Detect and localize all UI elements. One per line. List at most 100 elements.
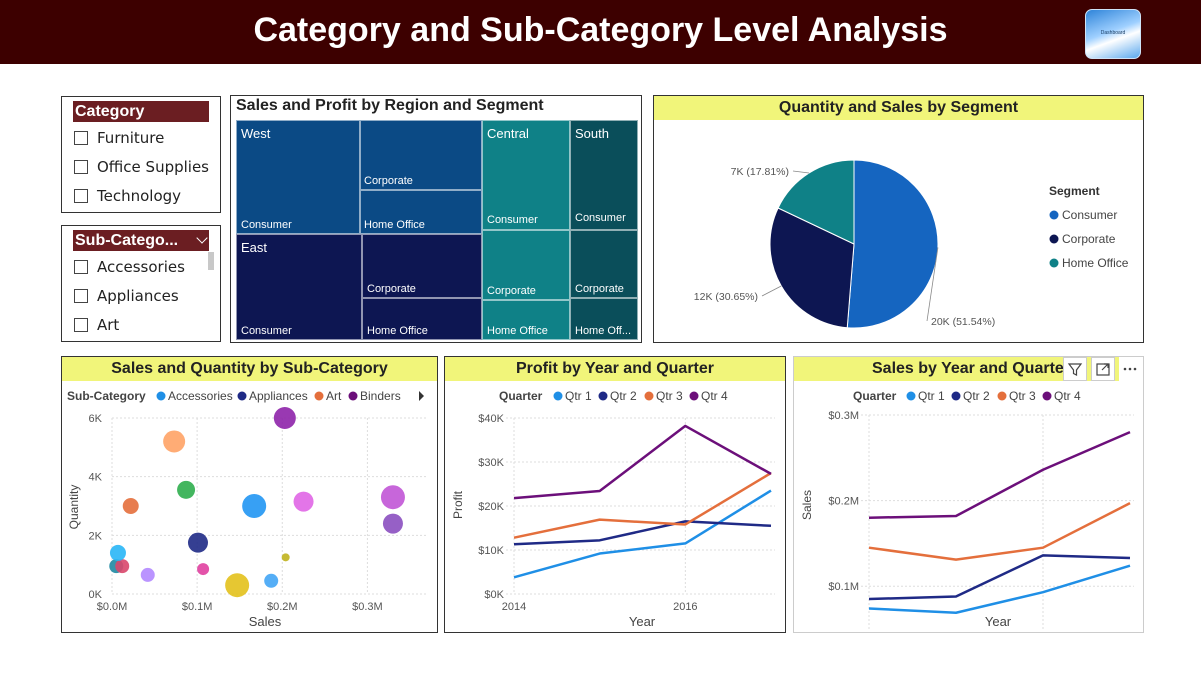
series-line-qtr-1[interactable] xyxy=(513,489,772,579)
checkbox[interactable] xyxy=(74,318,88,332)
scatter-point[interactable] xyxy=(264,573,279,588)
sales-legend-item[interactable]: Qtr 4 xyxy=(1054,389,1081,403)
pie-data-label: 20K (51.54%) xyxy=(931,316,995,328)
checkbox[interactable] xyxy=(74,189,88,203)
scatter-point[interactable] xyxy=(197,563,210,576)
treemap-cell-central-home-office[interactable]: Home Office xyxy=(482,300,570,340)
scatter-point[interactable] xyxy=(109,544,126,561)
series-line-qtr-4[interactable] xyxy=(513,424,772,500)
treemap-cell-east-home-office[interactable]: Home Office xyxy=(362,298,482,340)
sales-legend-item[interactable]: Qtr 3 xyxy=(1009,389,1036,403)
scatter-legend-item[interactable]: Accessories xyxy=(168,389,233,403)
legend-next-icon[interactable] xyxy=(419,391,424,401)
treemap-cell-central-consumer[interactable]: Central Consumer xyxy=(482,120,570,230)
scatter-chart[interactable]: Sub-Category Accessories Appliances Art … xyxy=(62,381,437,632)
series-line-qtr-1[interactable] xyxy=(868,564,1131,614)
sales-legend-title: Quarter xyxy=(853,389,897,403)
scatter-legend-item[interactable]: Art xyxy=(326,389,342,403)
category-item-label: Office Supplies xyxy=(97,158,210,176)
profit-legend-item[interactable]: Qtr 1 xyxy=(565,389,592,403)
scrollbar[interactable] xyxy=(208,252,214,270)
scatter-legend-item[interactable]: Appliances xyxy=(249,389,308,403)
scatter-point[interactable] xyxy=(225,573,250,598)
category-item-label: Technology xyxy=(97,187,182,205)
checkbox[interactable] xyxy=(74,260,88,274)
treemap-segment-label: Corporate xyxy=(364,175,413,187)
treemap-cell-west-consumer[interactable]: West Consumer xyxy=(236,120,360,234)
pie-legend-item[interactable]: Home Office xyxy=(1062,256,1129,270)
scatter-point[interactable] xyxy=(380,485,405,510)
subcategory-item-accessories[interactable]: Accessories xyxy=(74,258,185,280)
subcategory-item-art[interactable]: Art xyxy=(74,316,119,338)
treemap-segment-label: Corporate xyxy=(575,283,624,295)
y-tick-label: $0.1M xyxy=(828,581,859,593)
scatter-point[interactable] xyxy=(140,567,155,582)
pie-slice-home-office[interactable] xyxy=(777,159,855,245)
scatter-point[interactable] xyxy=(382,513,403,534)
treemap-panel: Sales and Profit by Region and Segment W… xyxy=(230,95,642,343)
series-line-qtr-3[interactable] xyxy=(513,471,772,539)
pie-legend-item[interactable]: Corporate xyxy=(1062,232,1116,246)
pie-legend-item[interactable]: Consumer xyxy=(1062,208,1117,222)
treemap-segment-label: Home Office xyxy=(487,325,548,337)
series-line-qtr-2[interactable] xyxy=(513,520,772,546)
legend-marker xyxy=(997,391,1007,401)
scatter-legend-item[interactable]: Binders xyxy=(360,389,401,403)
profit-legend-item[interactable]: Qtr 2 xyxy=(610,389,637,403)
sales-legend-item[interactable]: Qtr 1 xyxy=(918,389,945,403)
scatter-point[interactable] xyxy=(122,498,139,514)
treemap-cell-south-consumer[interactable]: South Consumer xyxy=(570,120,638,230)
y-tick-label: 0K xyxy=(89,589,103,601)
legend-marker xyxy=(951,391,961,401)
treemap-cell-central-corporate[interactable]: Corporate xyxy=(482,230,570,300)
series-line-qtr-3[interactable] xyxy=(868,502,1131,561)
treemap-cell-west-home-office[interactable]: Home Office xyxy=(360,190,482,234)
subcategory-item-appliances[interactable]: Appliances xyxy=(74,287,179,309)
treemap-cell-west-corporate[interactable]: Corporate xyxy=(360,120,482,190)
scatter-point[interactable] xyxy=(187,532,208,553)
profit-legend-item[interactable]: Qtr 3 xyxy=(656,389,683,403)
treemap-cell-east-consumer[interactable]: East Consumer xyxy=(236,234,362,340)
sales-line-chart[interactable]: Quarter Qtr 1 Qtr 2 Qtr 3 Qtr 4 $0.1M $0.… xyxy=(794,381,1143,632)
scatter-point[interactable] xyxy=(281,553,290,562)
logo-text: Dashboard xyxy=(1100,30,1126,36)
scatter-point[interactable] xyxy=(163,430,186,453)
pie-chart[interactable]: 20K (51.54%) 12K (30.65%) 7K (17.81%) Segm… xyxy=(654,120,1143,342)
legend-marker xyxy=(1042,391,1052,401)
category-item-office-supplies[interactable]: Office Supplies xyxy=(74,158,209,180)
profit-legend-title: Quarter xyxy=(499,389,543,403)
checkbox[interactable] xyxy=(74,131,88,145)
scatter-point[interactable] xyxy=(115,559,130,574)
series-line-qtr-4[interactable] xyxy=(868,430,1131,519)
scatter-point[interactable] xyxy=(177,480,196,499)
pie-data-label: 7K (17.81%) xyxy=(731,166,789,178)
logo-icon[interactable]: Dashboard xyxy=(1085,9,1141,59)
category-item-furniture[interactable]: Furniture xyxy=(74,129,164,151)
treemap-cell-east-corporate[interactable]: Corporate xyxy=(362,234,482,298)
filter-icon[interactable] xyxy=(1063,357,1087,381)
y-tick-label: $30K xyxy=(478,457,504,469)
chevron-down-icon[interactable] xyxy=(196,232,208,244)
series-line-qtr-2[interactable] xyxy=(868,554,1131,601)
sales-legend-item[interactable]: Qtr 2 xyxy=(963,389,990,403)
pie-slice-consumer[interactable] xyxy=(846,159,939,329)
scatter-point[interactable] xyxy=(273,407,296,429)
subcategory-slicer-title-text: Sub-Catego... xyxy=(75,232,179,249)
checkbox[interactable] xyxy=(74,160,88,174)
checkbox[interactable] xyxy=(74,289,88,303)
profit-legend-item[interactable]: Qtr 4 xyxy=(701,389,728,403)
legend-marker xyxy=(1049,258,1059,268)
focus-mode-icon[interactable] xyxy=(1091,357,1115,381)
category-item-technology[interactable]: Technology xyxy=(74,187,181,209)
treemap-cell-south-corporate[interactable]: Corporate xyxy=(570,230,638,298)
profit-line-chart[interactable]: Quarter Qtr 1 Qtr 2 Qtr 3 Qtr 4 $0K $10K $… xyxy=(445,381,785,632)
pie-leader-line xyxy=(761,285,782,297)
y-tick-label: 2K xyxy=(89,530,103,542)
scatter-point[interactable] xyxy=(293,491,314,512)
more-options-icon[interactable] xyxy=(1119,357,1143,381)
scatter-ylabel: Quantity xyxy=(67,485,81,530)
sales-ylabel: Sales xyxy=(800,490,814,520)
subcategory-slicer-title[interactable]: Sub-Catego... xyxy=(73,230,209,251)
scatter-point[interactable] xyxy=(242,494,267,518)
treemap-cell-south-home-office[interactable]: Home Off... xyxy=(570,298,638,340)
